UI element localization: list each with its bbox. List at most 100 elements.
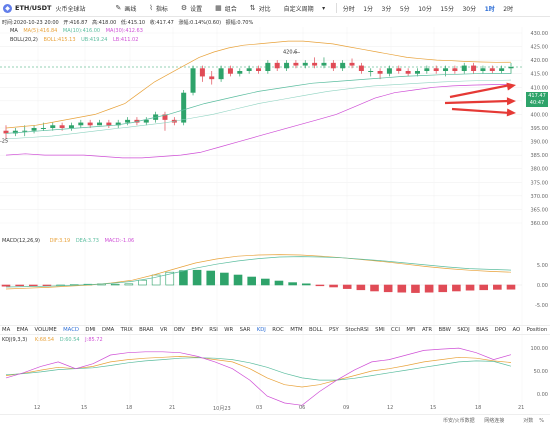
candle-body[interactable] [302, 62, 308, 66]
candle-body[interactable] [424, 68, 430, 71]
ma-name[interactable]: MA [10, 28, 18, 34]
candle-body[interactable] [218, 68, 224, 80]
tf-1h[interactable]: 1时 [484, 5, 495, 13]
candle-body[interactable] [461, 65, 467, 71]
candle-body[interactable] [443, 68, 449, 71]
indicator-tab-boll[interactable]: BOLL [308, 327, 323, 333]
candle-body[interactable] [40, 128, 46, 129]
candle-body[interactable] [471, 65, 477, 71]
tf-1m[interactable]: 1分 [363, 5, 374, 13]
indicator-tab-ema[interactable]: EMA [16, 327, 29, 333]
candle-body[interactable] [499, 68, 505, 71]
candle-body[interactable] [321, 62, 327, 66]
indicator-tab-macd[interactable]: MACD [63, 327, 79, 333]
indicator-tab-bias[interactable]: BIAS [476, 327, 489, 333]
indicator-tab-emv[interactable]: EMV [191, 327, 203, 333]
candle-body[interactable] [340, 62, 346, 69]
candle-body[interactable] [480, 68, 486, 71]
indicator-tab-ma[interactable]: MA [2, 327, 11, 333]
macd-name[interactable]: MACD(12,26,9) [2, 238, 40, 244]
candle-body[interactable] [227, 68, 233, 74]
chevron-down-icon[interactable]: ▾ [322, 4, 326, 12]
tf-5m[interactable]: 5分 [399, 5, 410, 13]
indicator-tab-cci[interactable]: CCI [391, 327, 400, 333]
candle-body[interactable] [12, 130, 18, 134]
settings-button[interactable]: ⚙ 设置 [180, 4, 203, 13]
indicator-tab-volume[interactable]: VOLUME [34, 327, 57, 333]
indicator-tab-vr[interactable]: VR [159, 327, 168, 333]
candle-body[interactable] [414, 71, 420, 74]
candle-body[interactable] [59, 125, 65, 128]
candle-body[interactable] [3, 130, 9, 134]
candle-body[interactable] [22, 130, 28, 132]
candle-body[interactable] [330, 62, 336, 69]
candle-body[interactable] [78, 122, 84, 126]
indicator-tab-mfi[interactable]: MFI [406, 327, 416, 333]
candle-body[interactable] [274, 62, 280, 69]
indicator-tab-stochrsi[interactable]: StochRSI [345, 327, 369, 333]
tf-30m[interactable]: 30分 [462, 5, 477, 13]
boll-name[interactable]: BOLL(20,2) [10, 37, 38, 43]
candle-body[interactable] [106, 122, 112, 126]
indicator-tab-position[interactable]: Position [526, 327, 548, 333]
candle-body[interactable] [115, 122, 121, 126]
indicator-tab-bbw[interactable]: BBW [438, 327, 451, 333]
candle-body[interactable] [162, 114, 168, 120]
candle-body[interactable] [368, 71, 374, 72]
candle-body[interactable] [143, 119, 149, 123]
indicator-tab-psy[interactable]: PSY [329, 327, 339, 333]
candle-body[interactable] [312, 62, 318, 66]
kdj-name[interactable]: KDJ(9,3,3) [2, 337, 28, 343]
candle-body[interactable] [452, 68, 458, 71]
candle-body[interactable] [68, 125, 74, 128]
indicator-tab-kdj[interactable]: KDJ [256, 327, 266, 333]
candle-body[interactable] [209, 76, 215, 80]
indicator-button[interactable]: ⌇ 指标 [149, 4, 168, 13]
candle-body[interactable] [246, 68, 252, 71]
indicator-tab-sar[interactable]: SAR [239, 327, 251, 333]
pair-name[interactable]: ETH/USDT [15, 4, 52, 12]
indicator-tab-atr[interactable]: ATR [421, 327, 433, 333]
candle-body[interactable] [97, 122, 103, 126]
candle-body[interactable] [190, 68, 196, 93]
tf-15m[interactable]: 15分 [440, 5, 454, 13]
candle-body[interactable] [396, 68, 402, 71]
compare-button[interactable]: ⇅ 对比 [249, 4, 271, 13]
combo-button[interactable]: ▦ 组合 [215, 4, 237, 13]
candle-body[interactable] [284, 62, 290, 69]
draw-line-button[interactable]: ✎ 画线 [115, 4, 137, 13]
indicator-tab-smi[interactable]: SMI [375, 327, 385, 333]
candle-body[interactable] [433, 68, 439, 71]
percent-scale-toggle[interactable]: % [539, 417, 544, 424]
candle-body[interactable] [181, 92, 187, 123]
candle-body[interactable] [256, 68, 261, 71]
candle-body[interactable] [50, 125, 56, 128]
candle-body[interactable] [349, 62, 355, 66]
tf-10m[interactable]: 10分 [418, 5, 432, 13]
indicator-tab-roc[interactable]: ROC [272, 327, 284, 333]
log-scale-toggle[interactable]: 对数 [523, 418, 534, 424]
candle-body[interactable] [199, 68, 205, 77]
candle-body[interactable] [405, 71, 411, 74]
candle-body[interactable] [377, 71, 383, 74]
candle-body[interactable] [386, 68, 392, 74]
indicator-tab-mtm[interactable]: MTM [290, 327, 303, 333]
indicator-tab-ao[interactable]: AO [512, 327, 521, 333]
indicator-tab-dpo[interactable]: DPO [494, 327, 507, 333]
indicator-tab-obv[interactable]: OBV [173, 327, 185, 333]
indicator-tab-trix[interactable]: TRIX [120, 327, 133, 333]
tf-timeshare[interactable]: 分时 [342, 5, 355, 13]
candle-body[interactable] [87, 122, 93, 126]
candle-body[interactable] [293, 62, 299, 66]
indicator-tab-dma[interactable]: DMA [102, 327, 115, 333]
candle-body[interactable] [508, 66, 514, 69]
tf-2h[interactable]: 2时 [503, 5, 514, 13]
chart-canvas[interactable]: 430.00425.00420.00415.00410.00405.00400.… [0, 17, 550, 407]
candle-body[interactable] [358, 65, 364, 71]
indicator-tab-wr[interactable]: WR [224, 327, 234, 333]
indicator-tab-brar[interactable]: BRAR [139, 327, 154, 333]
tf-3m[interactable]: 3分 [381, 5, 392, 13]
custom-period-select[interactable]: 自定义周期 [283, 5, 314, 13]
indicator-tab-dmi[interactable]: DMI [85, 327, 96, 333]
candle-body[interactable] [265, 62, 271, 71]
